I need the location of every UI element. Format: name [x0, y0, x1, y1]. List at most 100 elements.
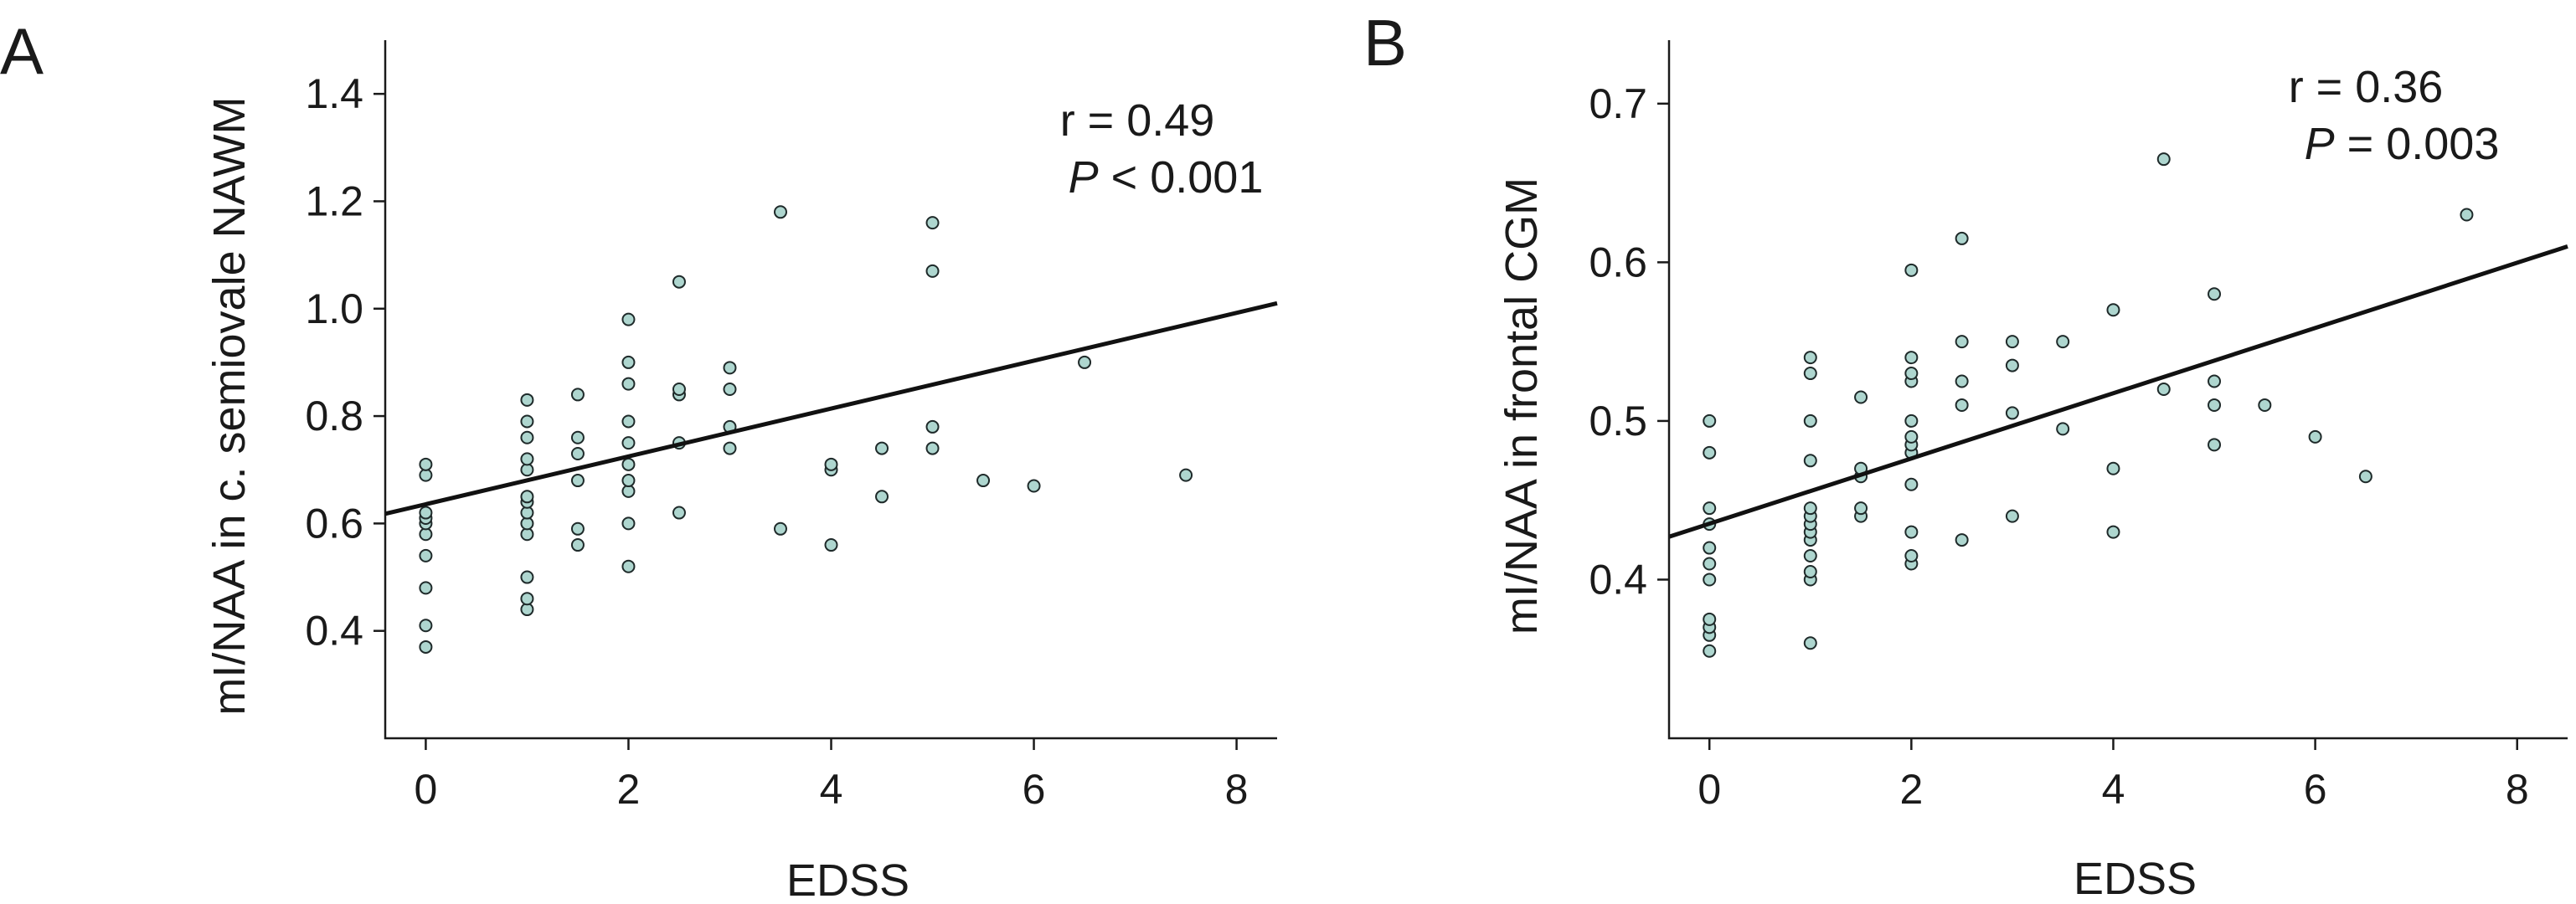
panel-b-data-point: [1904, 263, 1919, 277]
panel-a-letter: A: [0, 14, 44, 88]
panel-a-y-tick-label: 1.4: [305, 70, 363, 117]
panel-b-data-point: [1904, 413, 1919, 428]
panel-a-data-point: [520, 592, 534, 606]
panel-b-data-point: [1703, 501, 1717, 516]
panel-a-data-point: [1179, 468, 1193, 482]
panel-b-y-axis-label: mI/NAA in frontal CGM: [1497, 177, 1547, 634]
panel-b-data-point: [1904, 429, 1919, 444]
panel-a-data-point: [621, 377, 636, 391]
panel-b-data-point: [2056, 335, 2070, 349]
panel-b-data-point: [2005, 509, 2019, 523]
panel-b-y-tick-label: 0.6: [1589, 239, 1647, 285]
panel-b-data-point: [1955, 533, 1969, 547]
panel-b-data-point: [1803, 367, 1817, 381]
panel-b-data-point: [1803, 501, 1817, 516]
panel-b-data-point: [1904, 367, 1919, 381]
panel-a-x-axis-label: EDSS: [786, 855, 909, 904]
panel-b-x-tick-label: 8: [2506, 766, 2529, 813]
panel-a-y-tick-label: 1.2: [305, 177, 363, 224]
panel-a-points: [419, 205, 1193, 654]
panel-b-r-value: r = 0.36: [2289, 62, 2444, 112]
panel-b-axes: [1667, 40, 2568, 740]
panel-b-data-point: [1904, 351, 1919, 365]
panel-b-p-rest: = 0.003: [2335, 119, 2500, 169]
panel-a-data-point: [875, 490, 889, 504]
panel-b-data-point: [1703, 413, 1717, 428]
panel-b-data-point: [1803, 549, 1817, 563]
panel-a-data-point: [621, 474, 636, 488]
panel-a-p-value: P < 0.001: [1069, 152, 1264, 203]
panel-b-data-point: [1803, 636, 1817, 650]
panel-a-regression-line: [384, 300, 1278, 516]
panel-b-data-point: [2106, 461, 2120, 475]
panel-a-data-point: [925, 419, 940, 434]
panel-a-data-point: [672, 275, 686, 289]
panel-b-data-point: [2258, 398, 2272, 412]
panel-a-data-point: [723, 441, 737, 455]
panel-b-y-tick-label: 0.5: [1589, 398, 1647, 444]
panel-a-p-italic: P: [1069, 152, 1099, 203]
panel-b-x-tick-label: 4: [2102, 766, 2125, 813]
panel-b-data-point: [2005, 335, 2019, 349]
panel-a-data-point: [773, 205, 787, 219]
panel-b-data-point: [1703, 541, 1717, 555]
panel-b-data-point: [2106, 303, 2120, 317]
panel-b-x-tick-label: 0: [1698, 766, 1721, 813]
panel-b-data-point: [1854, 390, 1868, 404]
panel-b-x-tick-label: 6: [2304, 766, 2327, 813]
panel-a-data-point: [419, 457, 433, 471]
panel-b-data-point: [1803, 454, 1817, 468]
panel-b-data-point: [2056, 422, 2070, 436]
panel-b-data-point: [2358, 470, 2372, 484]
panel-a-data-point: [419, 619, 433, 633]
panel-a-x-tick-label: 2: [617, 766, 641, 813]
panel-a-data-point: [976, 474, 991, 488]
panel-b-data-point: [1955, 231, 1969, 245]
panel-b-data-point: [1904, 525, 1919, 539]
panel-a-data-point: [621, 516, 636, 531]
panel-a-data-point: [672, 506, 686, 520]
panel-b-data-point: [2208, 287, 2222, 301]
panel-b-data-point: [1703, 612, 1717, 626]
panel-a-data-point: [925, 441, 940, 455]
panel-b-data-point: [2208, 398, 2222, 412]
panel-b-data-point: [1803, 564, 1817, 578]
panel-a-data-point: [419, 548, 433, 562]
panel-b-data-point: [2156, 383, 2171, 396]
panel-b-data-point: [1955, 398, 1969, 412]
panel-a-data-point: [570, 521, 585, 536]
panel-b-data-point: [1904, 477, 1919, 491]
panel-b-letter: B: [1363, 6, 1407, 80]
panel-a-y-axis-label: mI/NAA in c. semiovale NAWM: [204, 96, 255, 715]
panel-a-axes: [384, 40, 1277, 740]
panel-a: A 0 2 4 6 8 0.4 0.6 0.8 1.0 1.2 1.4 EDSS mI/NAA in…: [0, 14, 1278, 904]
panel-b-x-tick-label: 2: [1899, 766, 1923, 813]
panel-a-ticks: 0 2 4 6 8 0.4 0.6 0.8 1.0 1.2 1.4: [305, 70, 1248, 813]
panel-a-data-point: [570, 430, 585, 444]
panel-b-data-point: [2208, 438, 2222, 452]
panel-a-data-point: [1027, 479, 1041, 493]
panel-a-data-point: [621, 312, 636, 326]
panel-a-data-point: [520, 430, 534, 444]
panel-b-data-point: [1703, 445, 1717, 460]
panel-a-y-tick-label: 0.8: [305, 393, 363, 439]
panel-a-data-point: [925, 216, 940, 230]
panel-a-data-point: [570, 446, 585, 460]
panel-a-data-point: [520, 490, 534, 504]
panel-b-data-point: [2005, 358, 2019, 372]
panel-a-x-tick-label: 8: [1225, 766, 1249, 813]
panel-b-data-point: [2156, 152, 2171, 167]
panel-a-y-tick-label: 0.6: [305, 500, 363, 547]
panel-a-x-tick-label: 4: [820, 766, 843, 813]
panel-a-data-point: [824, 457, 838, 471]
panel-a-data-point: [672, 383, 686, 396]
panel-a-data-point: [520, 393, 534, 407]
panel-a-r-value: r = 0.49: [1060, 95, 1215, 146]
panel-a-data-point: [723, 361, 737, 375]
panel-a-data-point: [570, 474, 585, 488]
panel-a-data-point: [520, 452, 534, 466]
panel-b-data-point: [2308, 429, 2322, 444]
panel-a-y-tick-label: 1.0: [305, 285, 363, 332]
panel-a-y-tick-label: 0.4: [305, 608, 363, 655]
